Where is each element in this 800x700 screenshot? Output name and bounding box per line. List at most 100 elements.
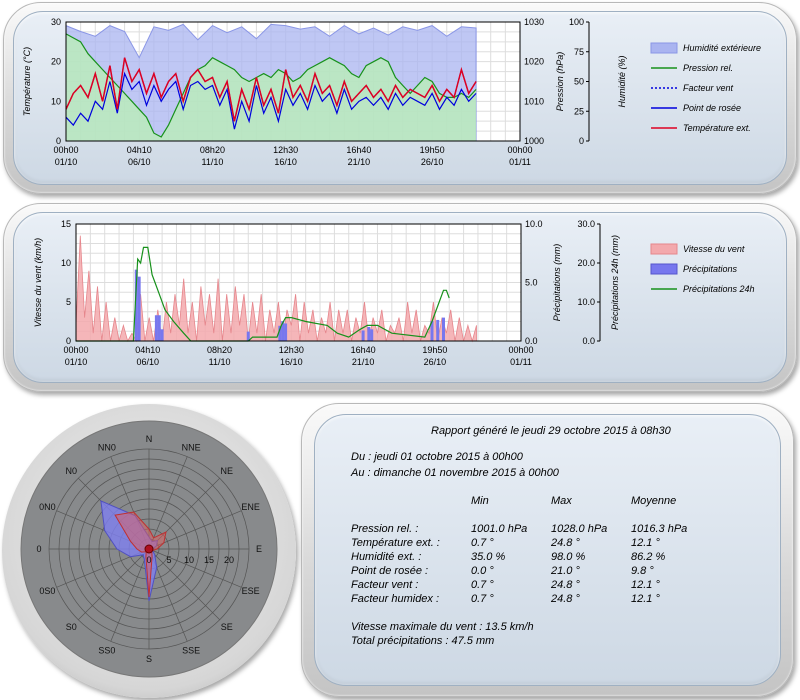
rain-bar [370, 329, 374, 341]
y-right2-tick-label: 10.0 [577, 297, 595, 307]
x-tick-label: 01/10 [55, 157, 78, 167]
legend-label: Pression rel. [683, 63, 733, 73]
rose-tick-label: 0 [146, 555, 151, 565]
y-right2-tick-label: 100 [569, 17, 584, 27]
rose-tick-label: 10 [184, 555, 194, 565]
y-right2-tick-label: 30.0 [577, 219, 595, 229]
rose-spoke [110, 548, 150, 642]
x-tick-label: 19h50 [420, 145, 445, 155]
y-right2-tick-label: 0.0 [582, 336, 595, 346]
rose-tick-label: 5 [166, 555, 171, 565]
rain-bar [284, 323, 288, 341]
wind-rose-chart: N NNE NE ENE E ESE SE SSE S SS0 S0 0S0 0 0N0 N0 NN0 0 5 10… [20, 420, 278, 678]
y-right-axis-label: Précipitations (mm) [552, 244, 562, 322]
x-tick-label: 01/11 [509, 157, 531, 167]
y-right-tick-label: 5.0 [525, 278, 538, 288]
y-right2-tick-label: 20.0 [577, 258, 595, 268]
rose-spoke [148, 548, 220, 620]
x-tick-label: 08h20 [207, 345, 232, 355]
x-tick-label: 06/10 [128, 157, 151, 167]
legend-swatch-wind-speed [650, 243, 678, 255]
rose-direction-label: SSE [182, 646, 200, 656]
rose-direction-label: SS0 [98, 646, 115, 656]
rain-bar [154, 315, 158, 341]
y-right-tick-label: 1010 [524, 96, 544, 106]
rose-direction-label: ENE [241, 502, 260, 512]
rain-bar [281, 321, 285, 341]
rose-tick-label: 20 [224, 555, 234, 565]
rain-bar [436, 319, 440, 341]
rose-direction-label: NE [221, 466, 234, 476]
y-left-tick-label: 20 [51, 57, 61, 67]
rose-direction-label: ESE [242, 586, 260, 596]
x-tick-label: 21/10 [348, 157, 371, 167]
rose-direction-label: SE [221, 622, 233, 632]
plot-border [65, 21, 521, 142]
x-tick-label: 12h30 [273, 145, 298, 155]
x-tick-label: 00h00 [508, 345, 533, 355]
x-tick-label: 00h00 [507, 145, 532, 155]
x-tick-label: 06/10 [137, 357, 160, 367]
rain-24h-line [76, 246, 450, 342]
plot-border [75, 223, 522, 342]
rain-bar [157, 315, 161, 341]
x-tick-label: 16/10 [280, 357, 303, 367]
y-right2-tick-label: 50 [574, 77, 584, 87]
rose-spoke [148, 456, 188, 550]
y-right2-axis-label: Précipitations 24h (mm) [610, 235, 620, 330]
x-tick-label: 26/10 [424, 357, 447, 367]
rain-bar [361, 330, 365, 341]
rain-bar [134, 269, 138, 341]
x-tick-label: 19h50 [422, 345, 447, 355]
y-right-axis-label: Pression (hPa) [555, 52, 565, 112]
legend-label: Vitesse du vent [683, 244, 745, 254]
rain-bar [367, 326, 371, 341]
y-right2-axis-label: Humidité (%) [617, 55, 627, 107]
y-left-tick-label: 10 [51, 96, 61, 106]
rose-direction-label: S [146, 654, 152, 664]
x-tick-label: 26/10 [421, 157, 444, 167]
rose-direction-label: NNE [182, 442, 201, 452]
rain-bar [246, 331, 250, 341]
y-right-tick-label: 0.0 [525, 336, 538, 346]
y-left-tick-label: 5 [66, 297, 71, 307]
x-tick-label: 11/10 [202, 157, 224, 167]
dew-point-line [65, 71, 477, 130]
x-tick-label: 21/10 [352, 357, 375, 367]
y-right-tick-label: 1030 [524, 17, 544, 27]
legend-label: Précipitations [683, 264, 738, 274]
rain-bar [430, 321, 434, 341]
report-panel [301, 403, 794, 697]
y-left-axis-label: Vitesse du vent (km/h) [33, 238, 43, 327]
y-left-tick-label: 30 [51, 17, 61, 27]
legend-label: Facteur vent [683, 83, 734, 93]
x-tick-label: 01/10 [65, 357, 88, 367]
x-tick-label: 16h40 [351, 345, 376, 355]
legend-swatch-humidity [650, 42, 678, 54]
y-left-axis-label: Température (°C) [22, 47, 32, 116]
y-left-tick-label: 0 [66, 336, 71, 346]
legend-label: Précipitations 24h [683, 284, 755, 294]
rain-bar [441, 317, 445, 341]
rose-direction-label: N0 [65, 466, 77, 476]
x-tick-label: 04h10 [127, 145, 152, 155]
rose-polygon-red [114, 511, 167, 598]
x-tick-label: 16/10 [274, 157, 297, 167]
x-tick-label: 08h20 [200, 145, 225, 155]
rose-spoke [78, 548, 150, 620]
y-left-tick-label: 0 [56, 136, 61, 146]
legend-label: Température ext. [683, 123, 751, 133]
x-tick-label: 11/10 [209, 357, 231, 367]
x-tick-label: 00h00 [53, 145, 78, 155]
x-tick-label: 04h10 [135, 345, 160, 355]
y-right2-tick-label: 75 [574, 47, 584, 57]
legend-label: Humidité extérieure [683, 43, 761, 53]
rose-spoke [148, 510, 242, 550]
temperature-line [65, 57, 477, 122]
x-tick-label: 16h40 [346, 145, 371, 155]
wind-chart: 0 5 10 15 Vitesse du vent (km/h) 0.0 5.0 10.0 Pr… [33, 219, 755, 367]
rose-center [144, 544, 154, 554]
rose-direction-label: 0S0 [39, 586, 55, 596]
rose-direction-label: 0 [36, 544, 41, 554]
